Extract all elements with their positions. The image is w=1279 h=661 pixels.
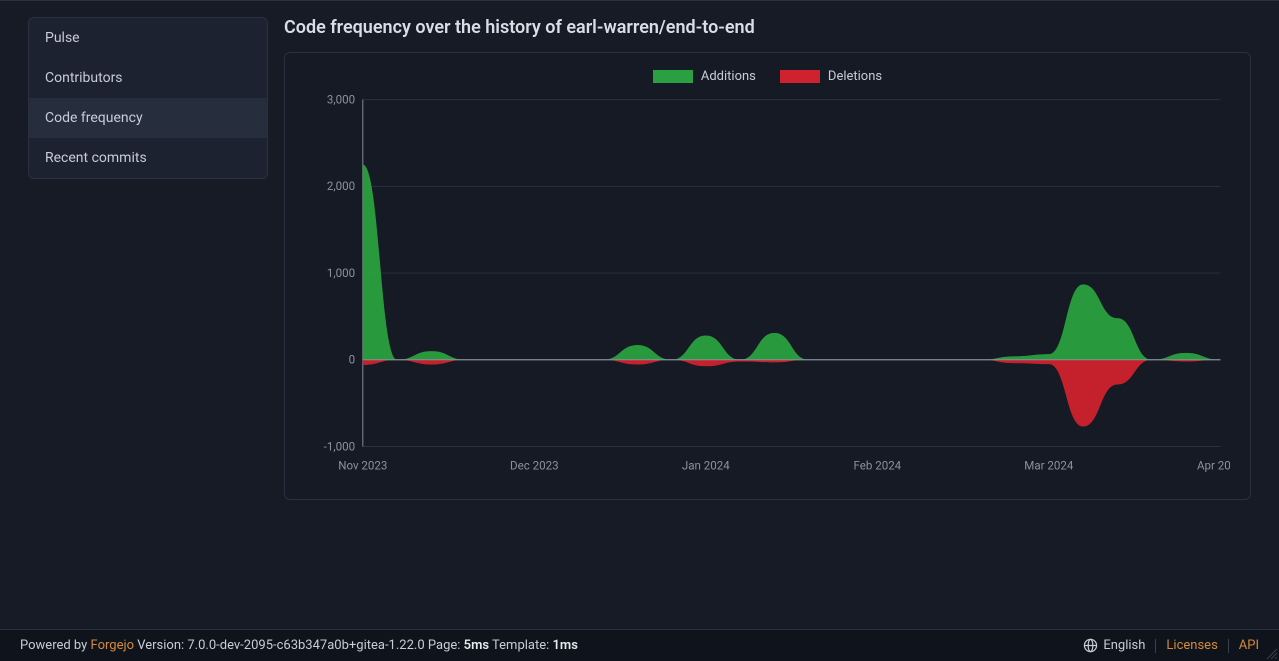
footer-template-label: Template: — [489, 638, 552, 653]
sidebar-item-label: Code frequency — [45, 110, 143, 126]
footer-right: English Licenses API — [1083, 638, 1259, 653]
licenses-link[interactable]: Licenses — [1166, 638, 1217, 653]
page-title: Code frequency over the history of earl-… — [284, 17, 1251, 38]
legend-item-deletions[interactable]: Deletions — [780, 69, 882, 84]
footer-version-label: Version: — [134, 638, 187, 653]
footer-left: Powered by Forgejo Version: 7.0.0-dev-20… — [20, 638, 578, 653]
footer-version: 7.0.0-dev-2095-c63b347a0b+gitea-1.22.0 — [187, 638, 424, 653]
sidebar-item-contributors[interactable]: Contributors — [29, 58, 267, 98]
resize-grip-icon — [1265, 647, 1277, 659]
svg-text:2,000: 2,000 — [327, 179, 355, 193]
svg-text:Dec 2023: Dec 2023 — [510, 459, 559, 473]
svg-text:Nov 2023: Nov 2023 — [338, 459, 387, 473]
svg-text:3,000: 3,000 — [327, 92, 355, 106]
svg-text:Feb 2024: Feb 2024 — [853, 459, 901, 473]
language-switcher[interactable]: English — [1083, 638, 1145, 653]
sidebar-item-recent-commits[interactable]: Recent commits — [29, 138, 267, 178]
legend-label: Additions — [701, 69, 756, 84]
main-content: Code frequency over the history of earl-… — [284, 17, 1251, 500]
footer-template-time: 1ms — [553, 638, 578, 653]
chart-card: Additions Deletions -1,000 0 1,000 2,000 3,0… — [284, 52, 1251, 500]
sidebar-item-label: Contributors — [45, 70, 123, 86]
footer-divider — [1155, 639, 1156, 653]
footer-page-label: Page: — [425, 638, 464, 653]
page-footer: Powered by Forgejo Version: 7.0.0-dev-20… — [0, 629, 1279, 661]
language-label: English — [1103, 638, 1145, 653]
footer-divider — [1228, 639, 1229, 653]
svg-text:-1,000: -1,000 — [324, 439, 355, 453]
globe-icon — [1083, 638, 1098, 653]
sidebar-item-label: Pulse — [45, 30, 80, 46]
footer-page-time: 5ms — [464, 638, 489, 653]
legend-swatch-additions — [653, 70, 693, 83]
sidebar-item-pulse[interactable]: Pulse — [29, 18, 267, 58]
svg-text:Jan 2024: Jan 2024 — [682, 459, 730, 473]
sidebar-item-code-frequency[interactable]: Code frequency — [29, 98, 267, 138]
footer-powered-prefix: Powered by — [20, 638, 91, 653]
svg-text:Apr 2024: Apr 2024 — [1197, 459, 1230, 473]
legend-swatch-deletions — [780, 70, 820, 83]
api-link[interactable]: API — [1239, 638, 1259, 653]
chart-legend: Additions Deletions — [305, 69, 1230, 84]
svg-text:Mar 2024: Mar 2024 — [1024, 459, 1074, 473]
insights-sidebar: Pulse Contributors Code frequency Recent… — [28, 17, 268, 179]
legend-label: Deletions — [828, 69, 882, 84]
footer-brand-link[interactable]: Forgejo — [91, 638, 134, 653]
legend-item-additions[interactable]: Additions — [653, 69, 756, 84]
sidebar-item-label: Recent commits — [45, 150, 147, 166]
code-frequency-chart: -1,000 0 1,000 2,000 3,000 Nov 2023 Dec 2023 Ja… — [305, 90, 1230, 475]
svg-text:0: 0 — [349, 353, 355, 367]
svg-text:1,000: 1,000 — [327, 266, 355, 280]
